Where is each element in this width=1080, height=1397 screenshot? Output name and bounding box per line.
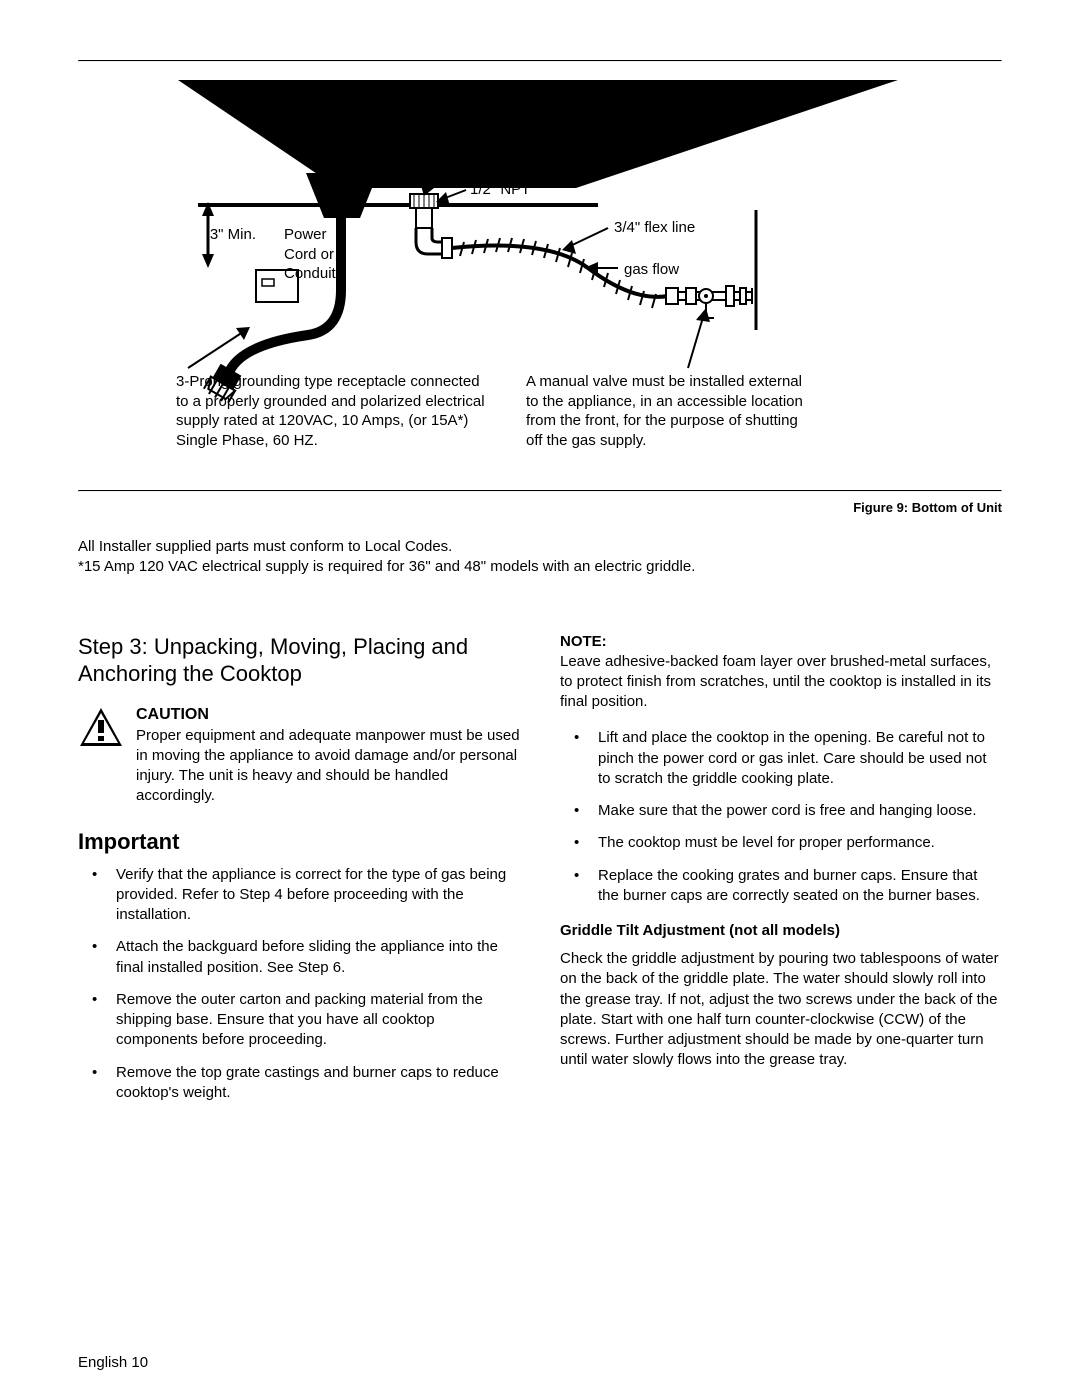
left-column: Step 3: Unpacking, Moving, Placing and A…	[78, 633, 520, 1116]
label-receptacle: 3-Prong grounding type receptacle connec…	[176, 372, 486, 450]
label-min: 3" Min.	[186, 225, 256, 245]
list-item: The cooktop must be level for proper per…	[560, 833, 1002, 853]
caution-block: CAUTION Proper equipment and adequate ma…	[78, 706, 520, 807]
list-item: Remove the outer carton and packing mate…	[78, 990, 520, 1051]
two-column-body: Step 3: Unpacking, Moving, Placing and A…	[78, 633, 1002, 1116]
note-heading: NOTE:	[560, 633, 1002, 650]
label-power: Power Cord or Conduit	[284, 225, 336, 284]
notes-block: All Installer supplied parts must confor…	[78, 537, 1002, 578]
mid-rule	[78, 490, 1002, 492]
label-product-rating: Product Rating Label/Serial Tag	[270, 106, 377, 145]
list-item: Make sure that the power cord is free an…	[560, 801, 1002, 821]
label-manual-valve: A manual valve must be installed externa…	[526, 372, 816, 450]
caution-text: Proper equipment and adequate manpower m…	[136, 726, 520, 807]
step-title: Step 3: Unpacking, Moving, Placing and A…	[78, 633, 520, 688]
label-threading: Threading compounds must be resistant to…	[436, 134, 643, 173]
list-item: Remove the top grate castings and burner…	[78, 1063, 520, 1104]
left-bullets: Verify that the appliance is correct for…	[78, 865, 520, 1104]
notes-line2: *15 Amp 120 VAC electrical supply is req…	[78, 557, 1002, 577]
note-text: Leave adhesive-backed foam layer over br…	[560, 652, 1002, 713]
right-bullets: Lift and place the cooktop in the openin…	[560, 728, 1002, 906]
caution-heading: CAUTION	[136, 706, 520, 724]
list-item: Verify that the appliance is correct for…	[78, 865, 520, 926]
griddle-text: Check the griddle adjustment by pouring …	[560, 949, 1002, 1071]
figure-caption: Figure 9: Bottom of Unit	[78, 500, 1002, 515]
right-column: NOTE: Leave adhesive-backed foam layer o…	[560, 633, 1002, 1116]
label-gasflow: gas flow	[624, 260, 679, 280]
page-footer: English 10	[78, 1354, 148, 1371]
list-item: Replace the cooking grates and burner ca…	[560, 866, 1002, 907]
caution-text-wrap: CAUTION Proper equipment and adequate ma…	[136, 706, 520, 807]
top-rule	[78, 60, 1002, 62]
list-item: Attach the backguard before sliding the …	[78, 937, 520, 978]
notes-line1: All Installer supplied parts must confor…	[78, 537, 1002, 557]
label-flex: 3/4" flex line	[614, 218, 695, 238]
label-npt: 1/2" NPT	[470, 180, 530, 200]
diagram: Product Rating Label/Serial Tag Threadin…	[78, 70, 1002, 490]
warning-icon	[78, 706, 124, 753]
list-item: Lift and place the cooktop in the openin…	[560, 728, 1002, 789]
griddle-heading: Griddle Tilt Adjustment (not all models)	[560, 922, 1002, 939]
important-heading: Important	[78, 829, 520, 855]
